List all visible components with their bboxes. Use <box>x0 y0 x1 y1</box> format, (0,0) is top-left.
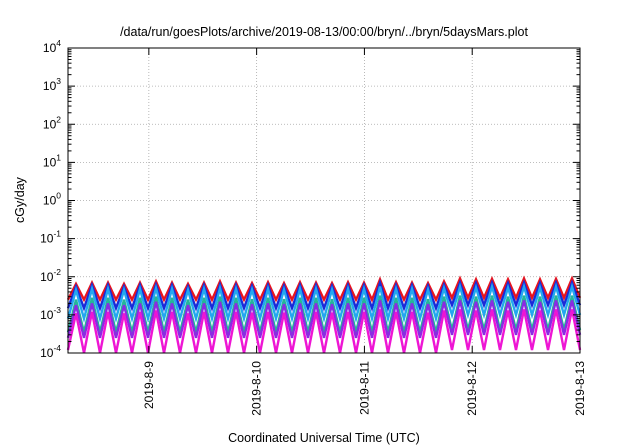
data-series <box>66 275 582 354</box>
y-tick-label: 103 <box>43 76 61 93</box>
x-tick-label: 2019-8-10 <box>250 361 264 416</box>
chart-title: /data/run/goesPlots/archive/2019-08-13/0… <box>120 25 528 39</box>
y-tick-label: 10-1 <box>40 229 61 246</box>
series-line-3 <box>66 282 582 324</box>
x-tick-label: 2019-8-9 <box>142 361 156 409</box>
y-axis-label: cGy/day <box>13 176 27 223</box>
series-line-2 <box>66 278 582 313</box>
y-tick-label: 101 <box>43 152 61 169</box>
y-tick-label: 10-2 <box>40 267 61 284</box>
y-tick-label: 10-4 <box>40 343 61 360</box>
grid <box>68 48 580 353</box>
y-tick-label: 104 <box>43 38 61 55</box>
series-line-1 <box>66 275 582 303</box>
x-tick-label: 2019-8-12 <box>465 361 479 416</box>
series-line-5 <box>66 300 582 339</box>
x-axis-label: Coordinated Universal Time (UTC) <box>228 431 420 445</box>
x-axis: 2019-8-9 2019-8-10 2019-8-11 2019-8-12 2019-… <box>142 48 587 416</box>
y-axis: 10-4 10-3 10-2 10-1 100 101 102 103 104 <box>40 38 580 360</box>
y-tick-label: 100 <box>43 191 61 208</box>
x-tick-label: 2019-8-11 <box>357 361 371 415</box>
x-tick-label: 2019-8-13 <box>573 361 587 416</box>
y-tick-label: 102 <box>43 114 61 131</box>
y-tick-label: 10-3 <box>40 305 61 322</box>
